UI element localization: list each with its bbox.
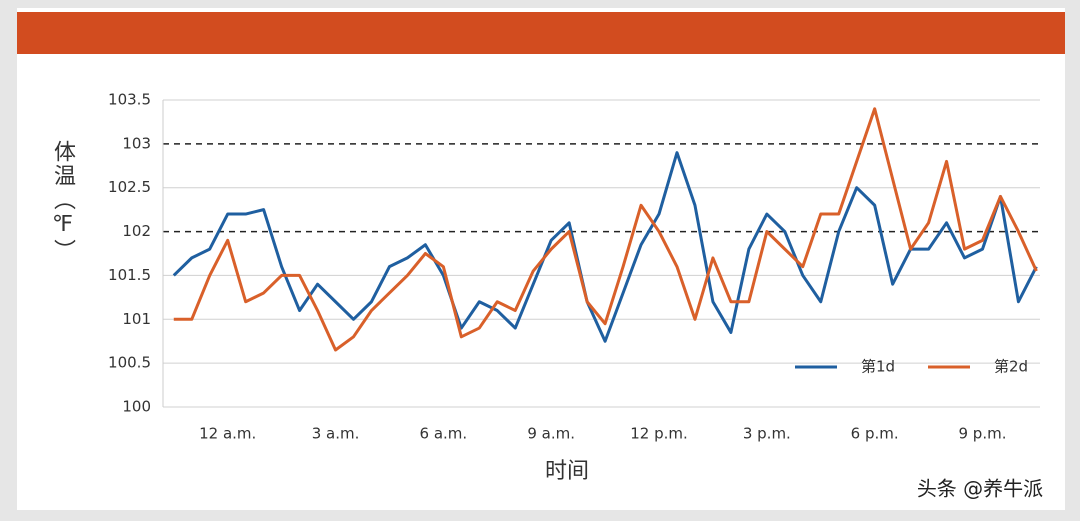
x-tick-label: 3 p.m. (743, 425, 791, 443)
y-tick-label: 100 (122, 398, 151, 416)
y-tick-label: 103 (122, 134, 151, 152)
legend-label: 第2d (994, 358, 1028, 376)
y-tick-label: 102.5 (108, 178, 151, 196)
y-tick-label: 100.5 (108, 354, 151, 372)
x-tick-label: 12 a.m. (199, 425, 256, 443)
x-tick-label: 6 a.m. (420, 425, 468, 443)
series-line (172, 151, 1038, 343)
x-axis-label: 时间 (545, 459, 589, 484)
x-tick-label: 3 a.m. (312, 425, 360, 443)
watermark: 头条 @养牛派 (917, 477, 1043, 501)
y-axis-label: 体温（℉） (50, 140, 75, 263)
y-tick-label: 101 (122, 310, 151, 328)
legend-label: 第1d (861, 358, 895, 376)
y-tick-label: 102 (122, 222, 151, 240)
y-tick-label: 103.5 (108, 91, 151, 109)
x-tick-label: 6 p.m. (851, 425, 899, 443)
y-tick-label: 101.5 (108, 266, 151, 284)
x-tick-label: 9 p.m. (958, 425, 1006, 443)
x-tick-label: 12 p.m. (630, 425, 688, 443)
header-bar (17, 12, 1065, 54)
x-tick-label: 9 a.m. (527, 425, 575, 443)
series-line (173, 107, 1038, 352)
